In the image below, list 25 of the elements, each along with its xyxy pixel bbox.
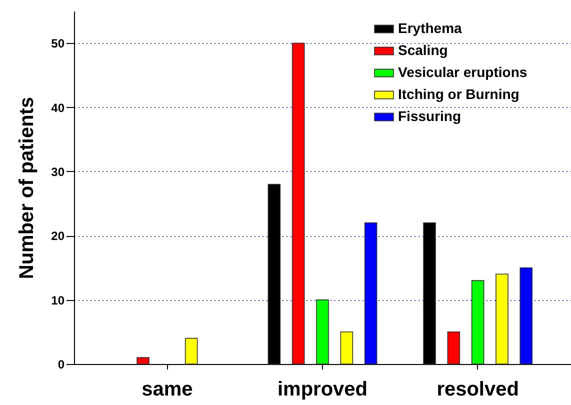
y-tick-label: 40 [51, 100, 65, 115]
bar [340, 332, 354, 364]
y-tick-label: 10 [51, 293, 65, 308]
x-tick-label: same [142, 378, 193, 400]
bar [316, 299, 329, 364]
legend-label: Vesicular eruptions [398, 64, 528, 80]
bar [292, 42, 305, 364]
bar [447, 332, 460, 364]
bar [520, 267, 533, 364]
x-tick-label: resolved [436, 378, 519, 400]
y-tick-label: 30 [51, 164, 65, 179]
legend-label: Fissuring [398, 108, 462, 124]
y-tick-label: 0 [58, 358, 65, 372]
legend-label: Scaling [398, 42, 448, 58]
bar [496, 274, 508, 364]
bar [364, 222, 378, 364]
legend-label: Erythema [398, 20, 462, 36]
legend-label: Itching or Burning [398, 86, 520, 102]
bar [136, 357, 150, 364]
y-tick-label: 50 [51, 36, 65, 51]
bar [184, 338, 198, 364]
x-tick-label: improved [277, 378, 368, 400]
y-axis-title: Number of patients [16, 96, 38, 280]
y-tick-label: 20 [51, 229, 65, 244]
bar [471, 280, 484, 364]
